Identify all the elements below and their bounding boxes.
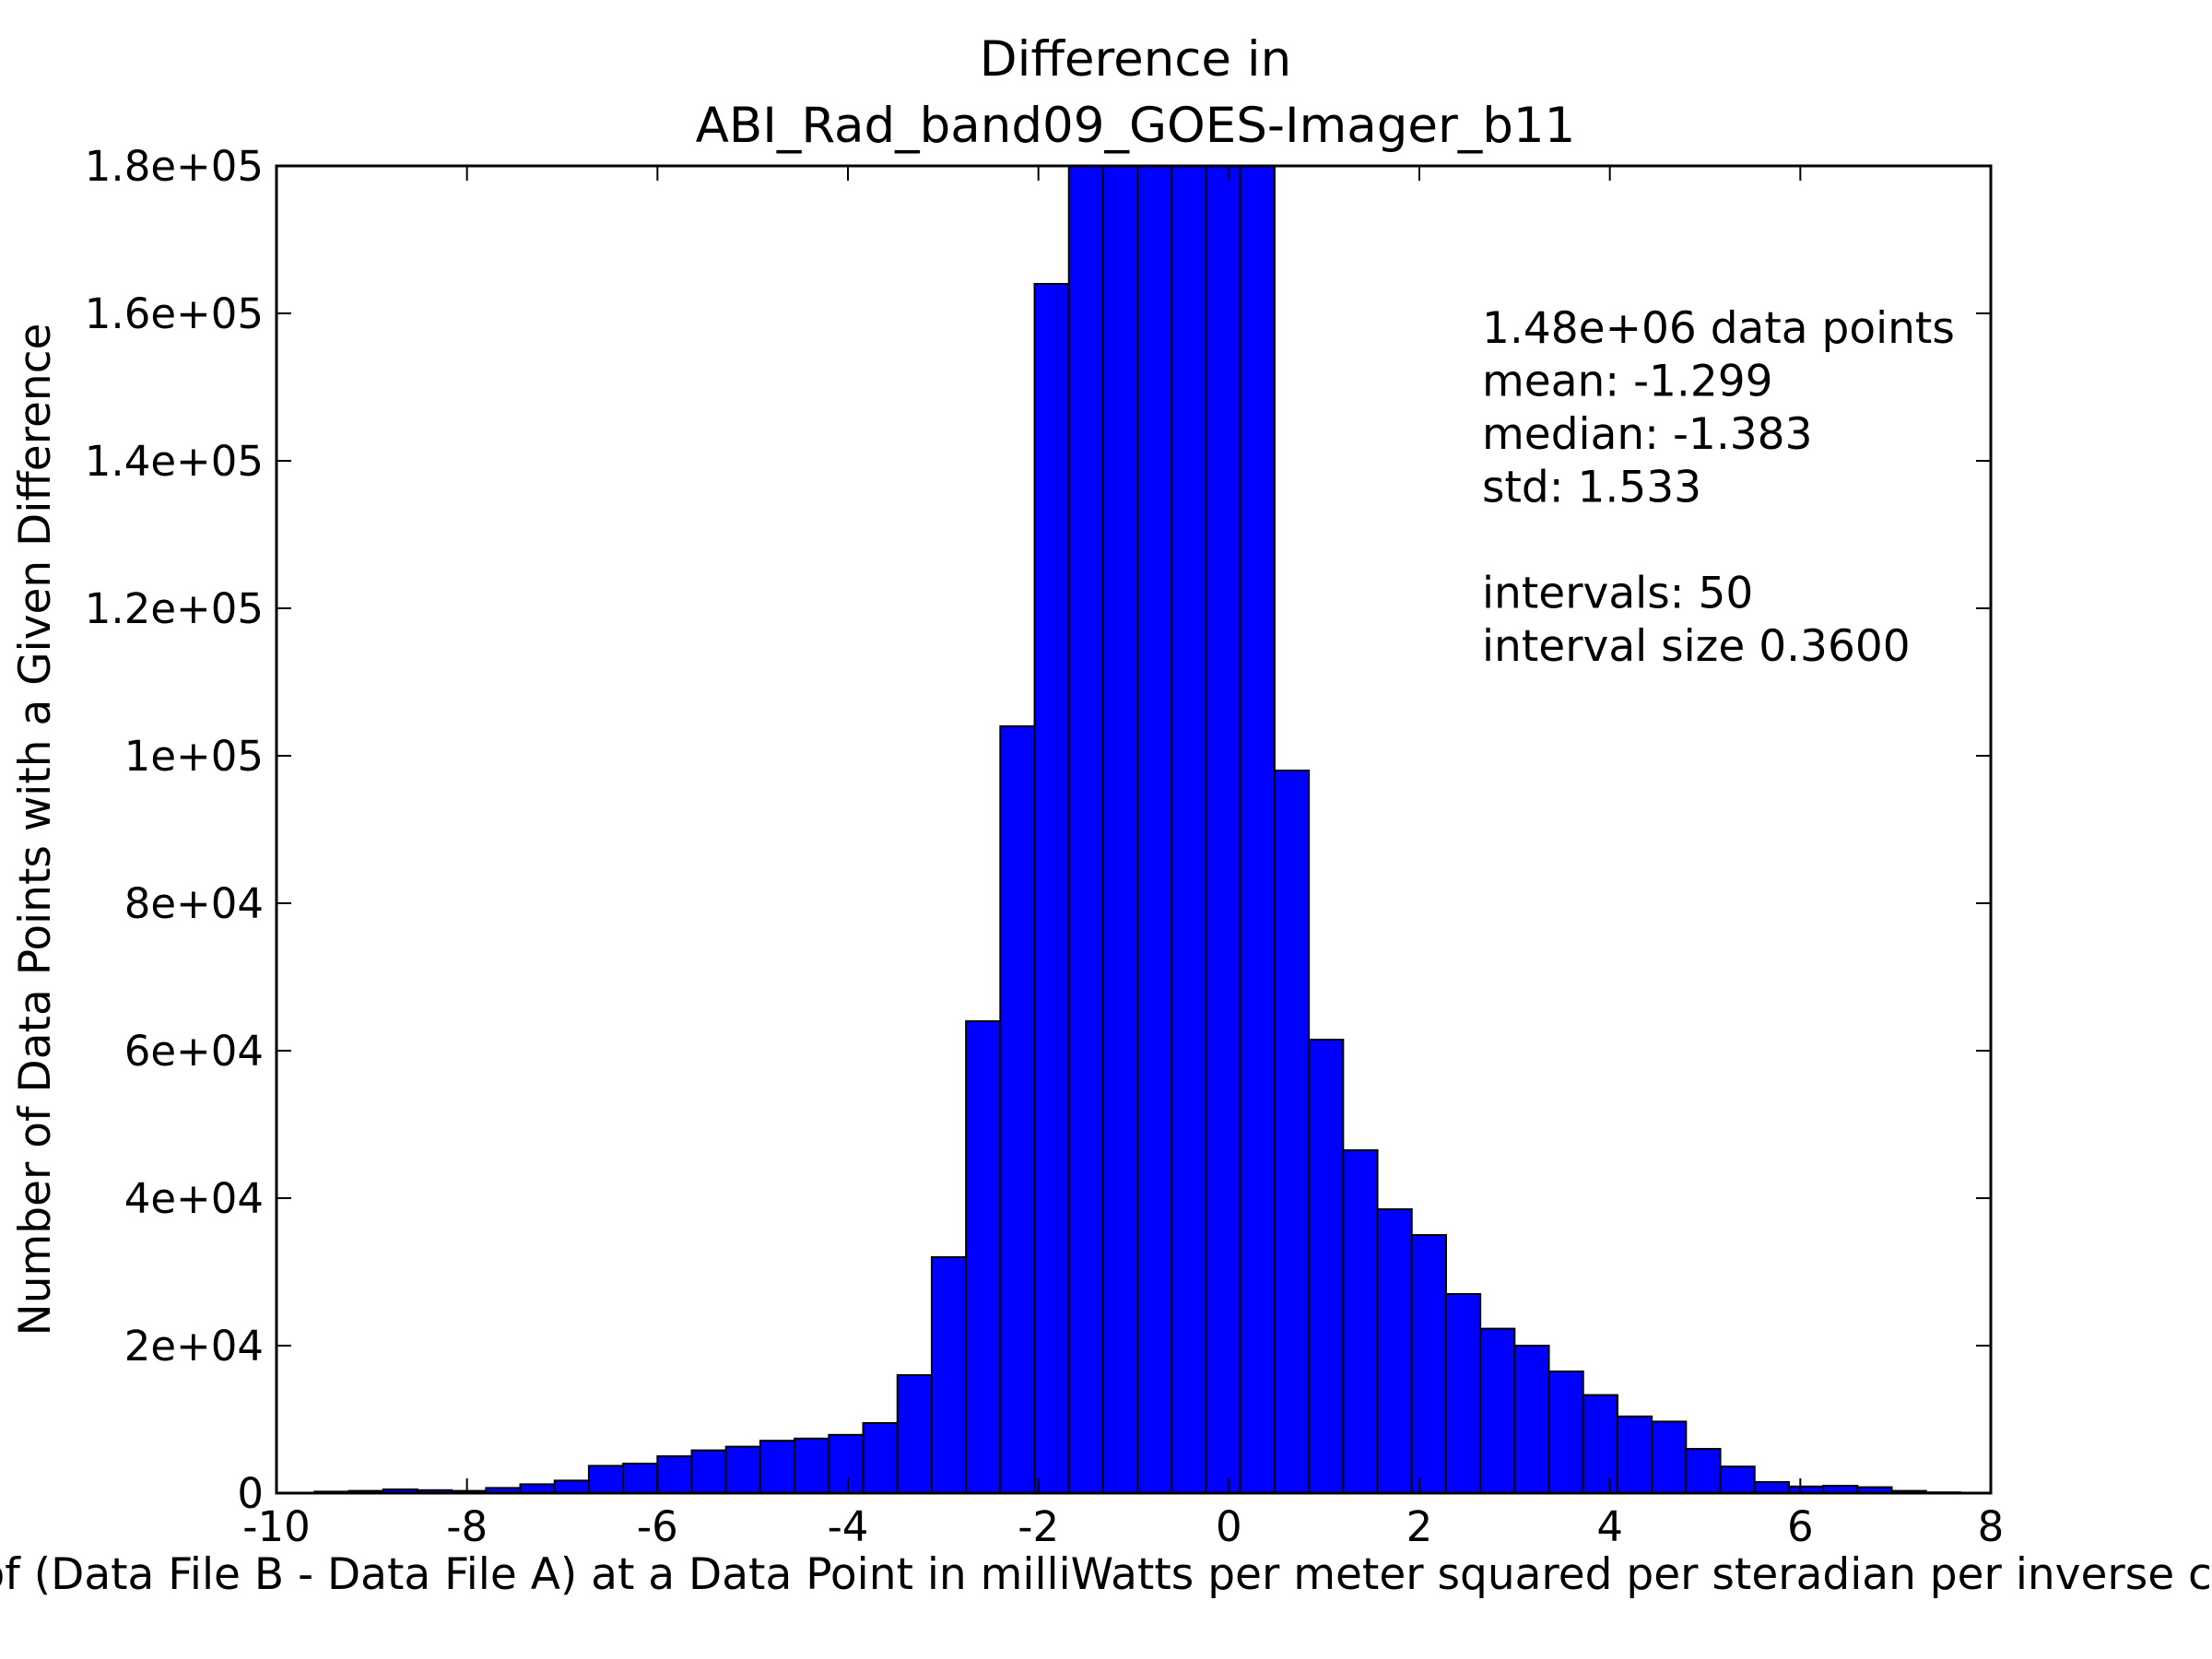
histogram-bar <box>1616 1415 1653 1495</box>
y-tick-label: 4e+04 <box>124 1174 264 1223</box>
histogram-bar <box>656 1455 693 1494</box>
histogram-bar <box>1479 1327 1516 1494</box>
y-tick-label: 1.2e+05 <box>85 584 264 633</box>
histogram-bar <box>1376 1208 1413 1494</box>
x-tick-label: 6 <box>1787 1502 1814 1551</box>
histogram-bar <box>1205 165 1241 1494</box>
x-axis-label: Value of (Data File B - Data File A) at … <box>0 1549 2212 1600</box>
x-tick-label: 0 <box>1216 1502 1242 1551</box>
histogram-bar <box>1067 165 1104 1494</box>
histogram-bar <box>622 1463 659 1494</box>
x-tick-label: 8 <box>1978 1502 2005 1551</box>
histogram-bar <box>1171 165 1207 1494</box>
y-tick-label: 1.6e+05 <box>85 289 264 338</box>
annotation-line: median: -1.383 <box>1482 409 1812 460</box>
histogram-bar <box>1410 1234 1447 1494</box>
x-tick-label: 2 <box>1406 1502 1433 1551</box>
histogram-bar <box>1753 1481 1790 1494</box>
y-tick-label: 1.8e+05 <box>85 142 264 191</box>
y-axis-label: Number of Data Points with a Given Diffe… <box>10 324 61 1336</box>
histogram-bar <box>1547 1371 1584 1494</box>
y-tick-label: 0 <box>237 1469 264 1518</box>
annotation-line: mean: -1.299 <box>1482 357 1773 407</box>
y-tick-label: 1e+05 <box>124 732 264 781</box>
histogram-bar <box>1342 1149 1379 1494</box>
histogram-bar <box>759 1440 796 1494</box>
histogram-bar <box>1719 1465 1756 1494</box>
chart-title-line-2: ABI_Rad_band09_GOES-Imager_b11 <box>696 98 1576 154</box>
histogram-bar <box>1136 165 1173 1494</box>
annotation-line: 1.48e+06 data points <box>1482 303 1955 354</box>
x-tick-label: -6 <box>637 1502 678 1551</box>
histogram-bar <box>896 1374 933 1494</box>
histogram-bar <box>553 1479 590 1495</box>
histogram-bar <box>930 1256 968 1494</box>
y-tick-label: 1.4e+05 <box>85 437 264 486</box>
bar-group <box>313 165 1961 1495</box>
histogram-bar <box>1513 1345 1550 1494</box>
histogram-bar <box>1685 1448 1722 1494</box>
y-axis-ticks: 0 2e+04 4e+04 6e+04 8e+04 1e+05 1.2e+05 1.4e+05… <box>85 142 1991 1518</box>
histogram-bar <box>1582 1394 1618 1494</box>
histogram-bar <box>1651 1420 1688 1495</box>
plot-frame <box>275 164 1993 1495</box>
histogram-bar <box>1101 165 1139 1494</box>
histogram-bar <box>1239 165 1276 1494</box>
x-tick-label: -10 <box>242 1502 311 1551</box>
histogram-bar <box>724 1445 761 1494</box>
histogram-bar <box>828 1433 865 1495</box>
y-tick-label: 2e+04 <box>124 1322 264 1371</box>
x-tick-label: -4 <box>828 1502 869 1551</box>
x-tick-label: -8 <box>446 1502 488 1551</box>
histogram-bar <box>690 1449 727 1494</box>
x-tick-label: -2 <box>1018 1502 1059 1551</box>
y-tick-label: 6e+04 <box>124 1027 264 1076</box>
annotation-line: intervals: 50 <box>1482 569 1753 619</box>
histogram-bar <box>862 1422 899 1494</box>
annotation-line: interval size 0.3600 <box>1482 621 1911 672</box>
histogram-bar <box>794 1437 830 1495</box>
annotation-line: std: 1.533 <box>1482 463 1701 513</box>
x-tick-label: 4 <box>1596 1502 1623 1551</box>
histogram-bar <box>587 1465 625 1495</box>
histogram-bar <box>1308 1039 1345 1494</box>
histogram-bar <box>1273 770 1311 1494</box>
x-axis-ticks: -10 -8 -6 -4 -2 0 2 4 6 8 <box>242 166 2004 1551</box>
y-tick-label: 8e+04 <box>124 879 264 928</box>
histogram-bar <box>965 1020 1002 1494</box>
chart-title-line-1: Difference in <box>980 31 1291 88</box>
histogram-bar <box>999 725 1036 1494</box>
histogram-bar <box>1033 283 1070 1494</box>
histogram-bar <box>1444 1293 1482 1494</box>
